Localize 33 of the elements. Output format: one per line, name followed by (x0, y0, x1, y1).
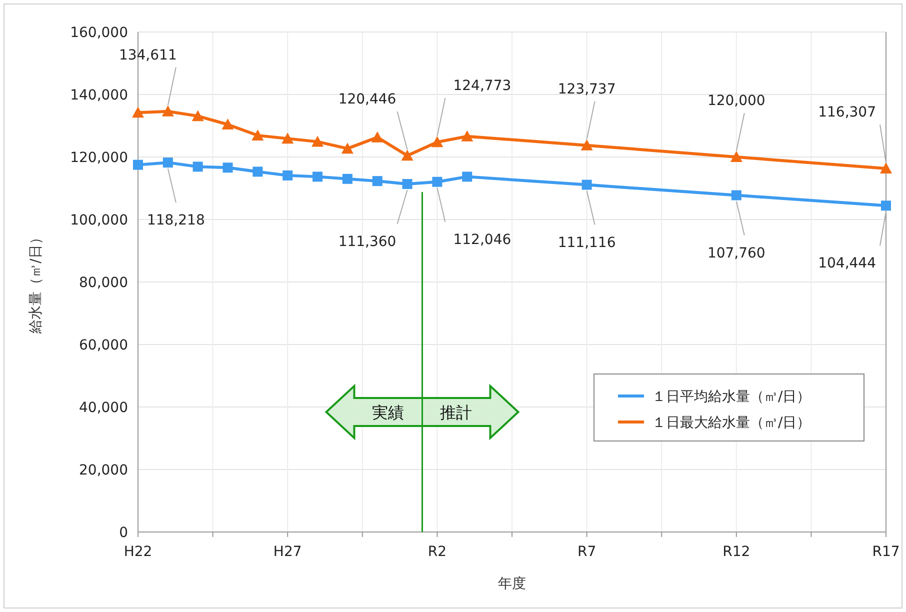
annotation: 実績 (372, 403, 404, 422)
data-label: 111,116 (558, 234, 616, 251)
legend-label: １日最大給水量（㎥/日） (652, 415, 811, 431)
data-label: 120,000 (707, 93, 766, 109)
x-tick-label: H22 (124, 544, 152, 560)
x-tick-label: R12 (722, 544, 750, 560)
annotation: 推計 (440, 403, 472, 422)
legend-label: １日平均給水量（㎥/日） (652, 389, 811, 405)
y-tick-label: 80,000 (79, 275, 128, 291)
x-tick-label: R7 (577, 544, 596, 560)
y-tick-label: 20,000 (79, 462, 128, 478)
data-label: 124,773 (453, 78, 512, 94)
data-label: 120,446 (338, 92, 396, 108)
x-tick-label: R17 (872, 544, 900, 560)
data-label: 118,218 (146, 212, 205, 229)
y-tick-label: 0 (119, 525, 128, 541)
y-tick-label: 140,000 (70, 88, 128, 104)
y-tick-label: 100,000 (70, 212, 128, 228)
x-axis-title: 年度 (498, 576, 526, 592)
y-tick-label: 40,000 (79, 400, 128, 416)
y-axis-title: 給水量（㎥/日） (28, 230, 44, 334)
x-tick-label: R2 (428, 544, 447, 560)
data-label: 111,360 (338, 234, 396, 250)
y-tick-label: 120,000 (70, 150, 128, 166)
data-label: 104,444 (818, 256, 876, 272)
y-tick-label: 160,000 (70, 25, 128, 41)
data-label: 123,737 (558, 81, 616, 98)
data-label: 107,760 (707, 245, 766, 262)
data-label: 116,307 (818, 104, 876, 121)
data-label: 112,046 (453, 232, 512, 248)
y-tick-label: 60,000 (79, 338, 128, 354)
data-label: 134,611 (118, 47, 177, 64)
x-tick-label: H27 (273, 544, 302, 560)
